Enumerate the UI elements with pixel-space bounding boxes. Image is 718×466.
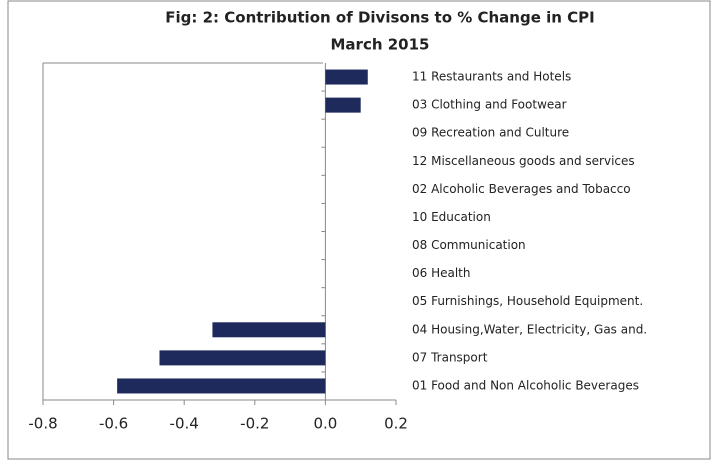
- chart-title: Fig: 2: Contribution of Divisons to % Ch…: [165, 9, 594, 27]
- category-label: 01 Food and Non Alcoholic Beverages: [412, 378, 639, 392]
- category-label: 02 Alcoholic Beverages and Tobacco: [412, 182, 631, 196]
- x-tick-label: -0.4: [170, 415, 199, 433]
- chart-subtitle: March 2015: [331, 36, 430, 54]
- category-label: 03 Clothing and Footwear: [412, 98, 567, 112]
- x-tick-label: 0.2: [384, 415, 408, 433]
- x-tick-label: -0.8: [28, 415, 57, 433]
- bar: [325, 97, 361, 113]
- category-label: 04 Housing,Water, Electricity, Gas and.: [412, 322, 647, 336]
- category-label: 10 Education: [412, 210, 491, 224]
- chart-frame: [7, 0, 711, 460]
- bar: [117, 378, 326, 394]
- category-label: 11 Restaurants and Hotels: [412, 70, 571, 84]
- bar: [212, 322, 326, 338]
- bar: [325, 69, 368, 85]
- category-label: 06 Health: [412, 266, 471, 280]
- category-label: 08 Communication: [412, 238, 526, 252]
- x-tick-label: 0.0: [313, 415, 337, 433]
- category-label: 09 Recreation and Culture: [412, 126, 569, 140]
- category-label: 05 Furnishings, Household Equipment.: [412, 294, 643, 308]
- x-tick-label: -0.6: [99, 415, 128, 433]
- category-label: 07 Transport: [412, 350, 488, 364]
- x-tick-label: -0.2: [240, 415, 269, 433]
- bar: [159, 350, 326, 366]
- category-label: 12 Miscellaneous goods and services: [412, 154, 635, 168]
